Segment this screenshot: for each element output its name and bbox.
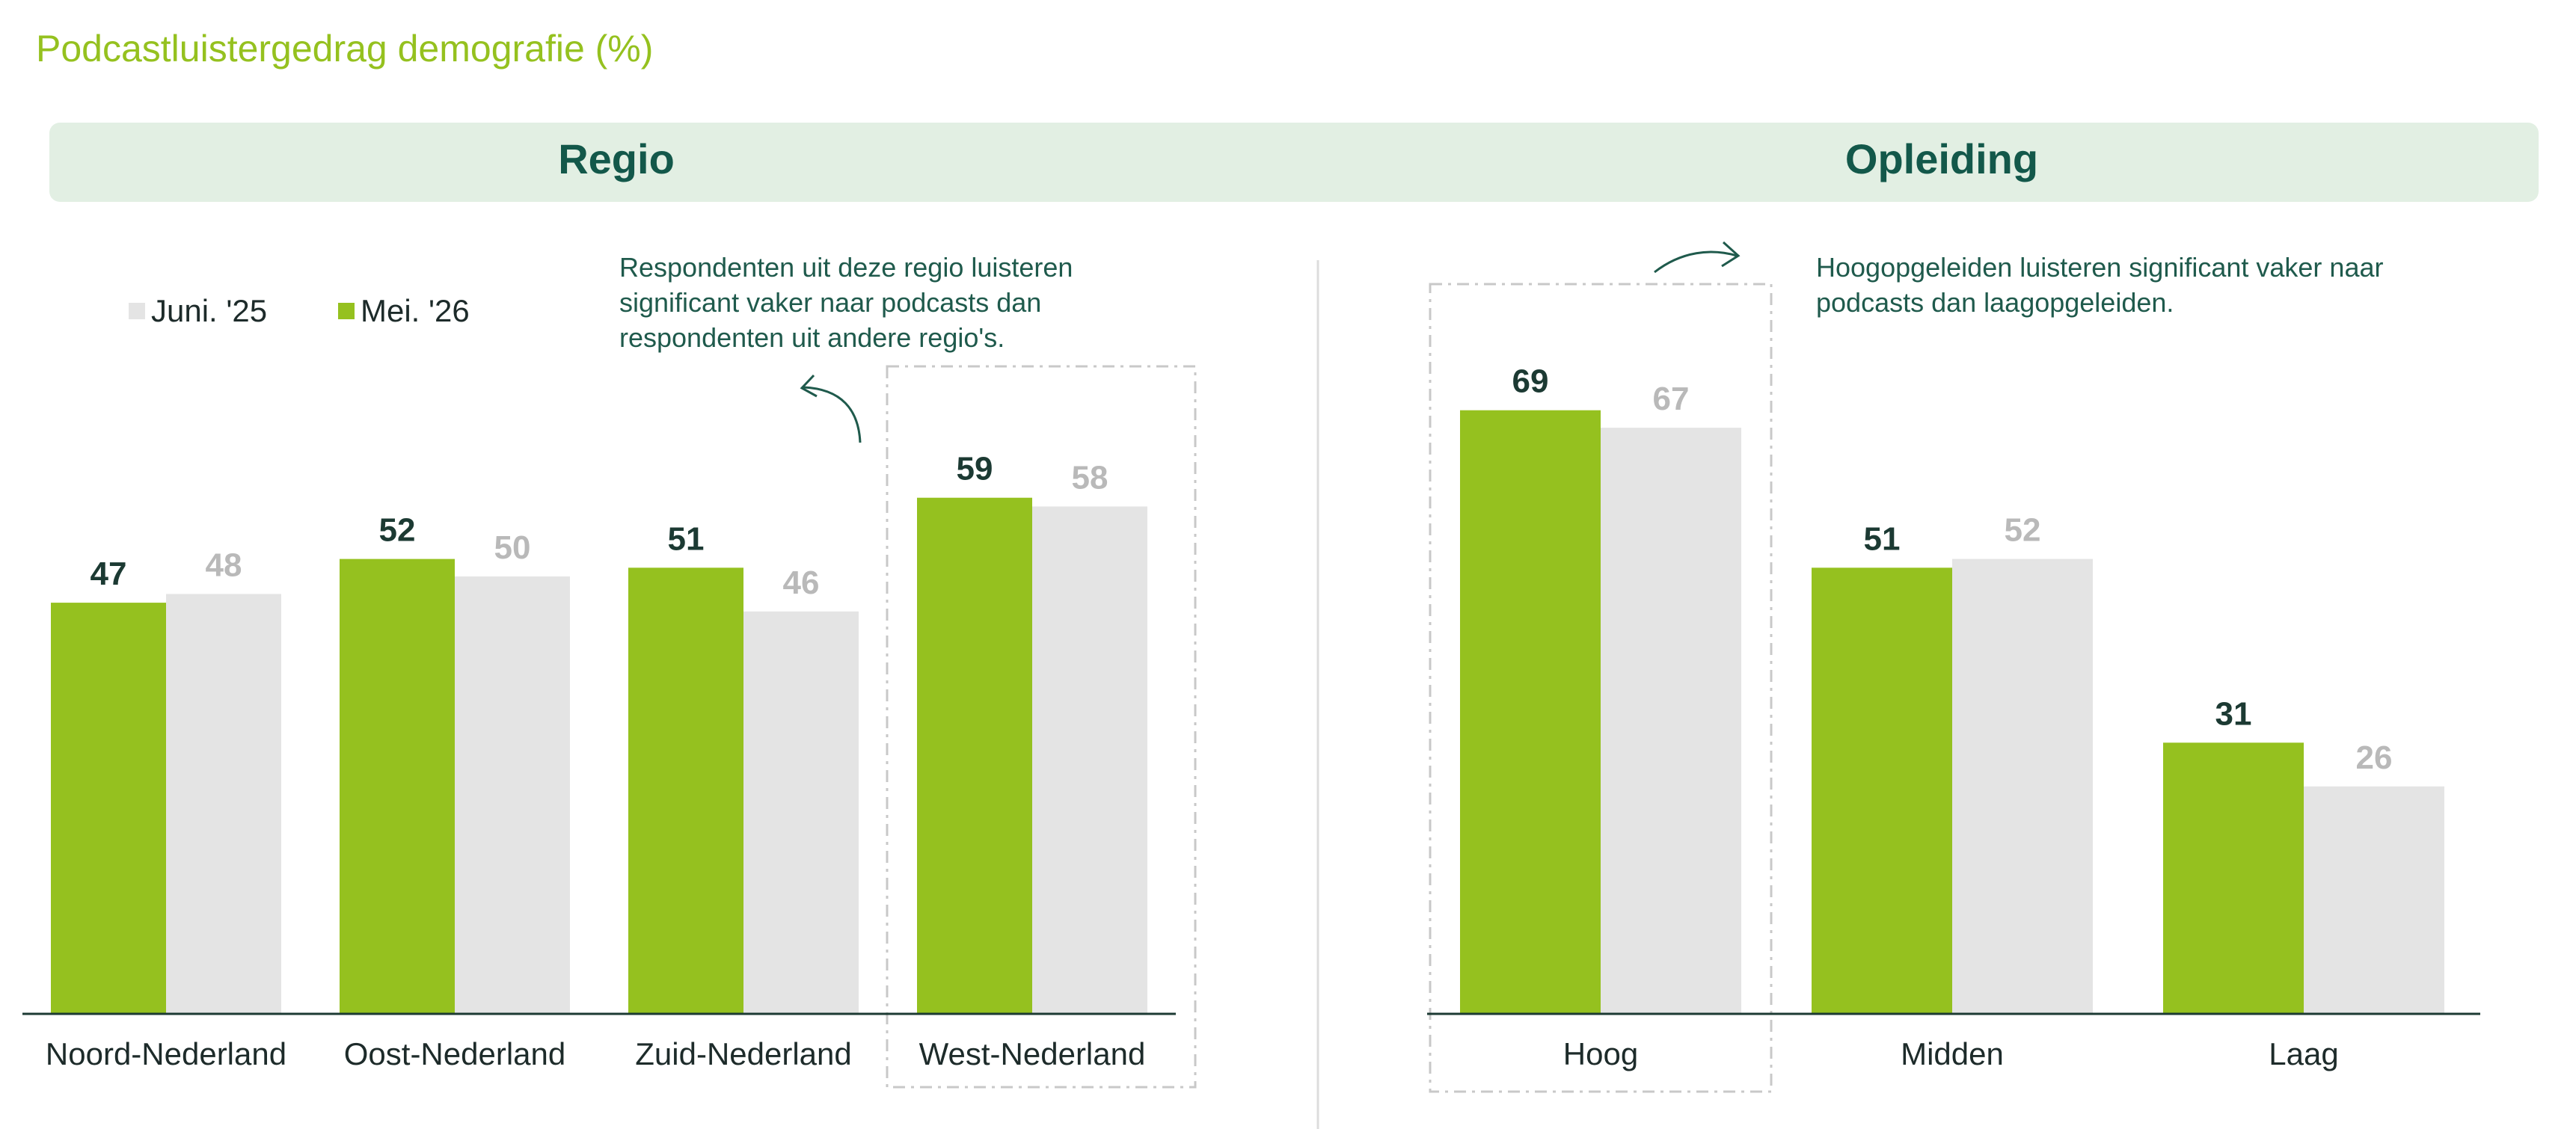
bar-hoog-juni25 [1601, 428, 1741, 1014]
category-label-midden: Midden [1901, 1036, 2004, 1071]
bar-noord-nederland-mei26 [51, 603, 166, 1014]
arrow-opleiding [1654, 250, 1738, 274]
value-label-hoog-juni25: 67 [1653, 381, 1690, 417]
bar-hoog-mei26 [1460, 410, 1601, 1014]
section-title-opleiding: Opleiding [1844, 135, 2039, 182]
bar-oost-nederland-juni25 [455, 576, 570, 1014]
bar-zuid-nederland-juni25 [743, 611, 859, 1014]
legend-swatch-mei26 [338, 303, 355, 319]
bar-oost-nederland-mei26 [340, 559, 455, 1014]
value-label-noord-nederland-mei26: 47 [91, 556, 127, 592]
value-label-midden-juni25: 52 [2005, 512, 2041, 549]
value-label-zuid-nederland-juni25: 46 [783, 564, 820, 601]
bar-west-nederland-juni25 [1032, 506, 1147, 1014]
section-header-band [49, 123, 2539, 202]
value-label-midden-mei26: 51 [1864, 520, 1901, 557]
charts-layer: 47 48 Noord-Nederland 52 50 Oost-Nederland 51 4… [22, 283, 2480, 1093]
annotation-opleiding: Hoogopgeleiden luisteren significant vak… [1816, 252, 2384, 318]
value-label-zuid-nederland-mei26: 51 [668, 520, 705, 557]
arrow-head-opleiding [1721, 241, 1741, 268]
legend-item-mei26: Mei. '26 [338, 293, 470, 329]
bar-laag-juni25 [2304, 786, 2444, 1014]
bar-noord-nederland-juni25 [166, 594, 281, 1014]
value-label-west-nederland-mei26: 59 [957, 451, 993, 487]
value-label-laag-mei26: 31 [2215, 695, 2252, 732]
value-label-oost-nederland-juni25: 50 [494, 529, 531, 566]
value-label-oost-nederland-mei26: 52 [379, 512, 416, 549]
bar-zuid-nederland-mei26 [628, 567, 743, 1014]
bar-midden-juni25 [1952, 559, 2093, 1014]
category-label-laag: Laag [2269, 1036, 2338, 1071]
value-label-west-nederland-juni25: 58 [1072, 459, 1108, 496]
section-title-regio: Regio [558, 135, 675, 182]
category-label-oost-nederland: Oost-Nederland [344, 1036, 565, 1071]
value-label-laag-juni25: 26 [2356, 739, 2393, 776]
bar-west-nederland-mei26 [917, 497, 1032, 1014]
category-label-hoog: Hoog [1563, 1036, 1638, 1071]
arrow-head-regio [800, 374, 818, 398]
annotation-regio: Respondenten uit deze regio luisteren si… [619, 252, 1073, 353]
bar-laag-mei26 [2163, 742, 2304, 1014]
legend-label-juni25: Juni. '25 [151, 293, 268, 328]
category-label-noord-nederland: Noord-Nederland [46, 1036, 286, 1071]
highlight-box-hoog [1429, 283, 1773, 1093]
legend-item-juni25: Juni. '25 [129, 293, 267, 329]
category-label-west-nederland: West-Nederland [919, 1036, 1146, 1071]
legend-swatch-juni25 [129, 303, 145, 319]
legend-label-mei26: Mei. '26 [361, 293, 470, 328]
page-title: Podcastluistergedrag demografie (%) [36, 28, 654, 70]
value-label-noord-nederland-juni25: 48 [206, 547, 242, 583]
category-label-zuid-nederland: Zuid-Nederland [635, 1036, 852, 1071]
highlight-box-west-nederland [886, 365, 1197, 1089]
value-label-hoog-mei26: 69 [1512, 363, 1549, 400]
bar-midden-mei26 [1812, 567, 1952, 1014]
arrow-regio [803, 386, 862, 443]
